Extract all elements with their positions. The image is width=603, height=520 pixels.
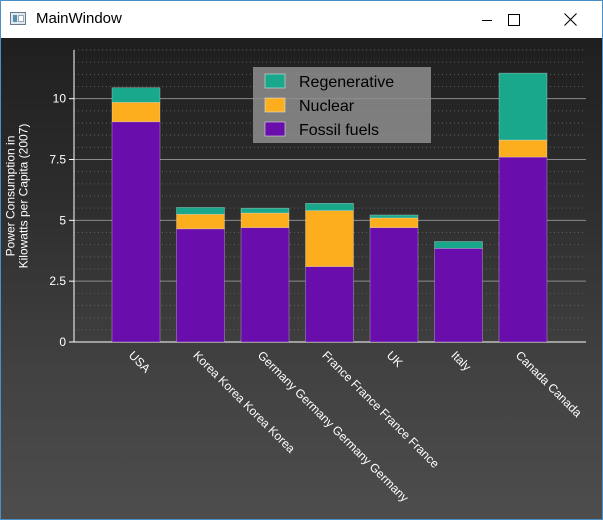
legend-swatch-regenerative <box>264 73 286 89</box>
y-axis-title-line: Kilowatts per Capita (2007) <box>17 124 31 269</box>
y-tick-label: 5 <box>59 213 66 227</box>
stacked-bar-chart: 0 2.5 5 7.5 10 Power Consumption in Kilowatts … <box>4 49 586 505</box>
bar-regenerative[interactable] <box>240 207 290 214</box>
bar-nuclear[interactable] <box>498 139 548 158</box>
maximize-button[interactable] <box>491 1 537 38</box>
bar-group <box>176 207 225 343</box>
title-bar[interactable]: MainWindow <box>1 1 602 38</box>
legend-swatch-nuclear <box>264 97 286 113</box>
y-tick-label: 7.5 <box>49 153 66 167</box>
bar-group <box>111 87 161 343</box>
bar-nuclear[interactable] <box>111 102 161 123</box>
y-tick-label: 0 <box>59 335 66 349</box>
legend-swatch-fossil <box>264 121 286 137</box>
bar-fossil[interactable] <box>369 227 419 343</box>
y-tick-label: 10 <box>53 92 67 106</box>
bar-group <box>240 207 290 343</box>
minimize-button[interactable] <box>464 1 510 38</box>
bar-group <box>434 241 483 343</box>
bar-fossil[interactable] <box>305 266 354 343</box>
bar-group <box>305 203 354 343</box>
bar-fossil[interactable] <box>240 227 290 343</box>
window-title: MainWindow <box>36 10 122 27</box>
bar-fossil[interactable] <box>111 121 161 343</box>
close-button[interactable] <box>547 1 593 38</box>
bar-fossil[interactable] <box>498 156 548 343</box>
x-tick-label: Italy <box>448 348 473 373</box>
bar-nuclear[interactable] <box>240 212 290 228</box>
bar-regenerative[interactable] <box>498 72 548 141</box>
legend-label: Regenerative <box>299 74 394 91</box>
bar-regenerative[interactable] <box>369 214 419 219</box>
chart-view: 0 2.5 5 7.5 10 Power Consumption in Kilowatts … <box>1 38 602 519</box>
close-icon <box>563 13 577 26</box>
bar-regenerative[interactable] <box>305 203 354 211</box>
bar-fossil[interactable] <box>434 248 483 343</box>
x-tick-label: UK <box>384 348 406 370</box>
app-window-icon <box>10 12 26 25</box>
y-tick-label: 2.5 <box>49 274 66 288</box>
bar-nuclear[interactable] <box>305 210 354 267</box>
x-tick-label: France France France France <box>319 348 442 471</box>
bar-group <box>498 72 548 343</box>
y-axis-title-line: Power Consumption in <box>4 136 18 257</box>
bar-regenerative[interactable] <box>111 87 161 103</box>
bar-nuclear[interactable] <box>176 213 225 230</box>
bar-group <box>369 214 419 343</box>
legend-label: Fossil fuels <box>299 122 379 139</box>
minimize-icon <box>482 19 492 21</box>
legend: Regenerative Nuclear Fossil fuels <box>253 67 431 143</box>
y-axis-title: Power Consumption in Kilowatts per Capita… <box>4 124 31 269</box>
bar-regenerative[interactable] <box>434 241 483 249</box>
x-tick-label: Canada Canada <box>513 348 585 420</box>
maximize-icon <box>508 13 520 26</box>
bar-fossil[interactable] <box>176 228 225 343</box>
legend-label: Nuclear <box>299 98 355 115</box>
x-tick-label: USA <box>126 348 153 375</box>
bar-nuclear[interactable] <box>369 217 419 228</box>
bar-regenerative[interactable] <box>176 207 225 215</box>
